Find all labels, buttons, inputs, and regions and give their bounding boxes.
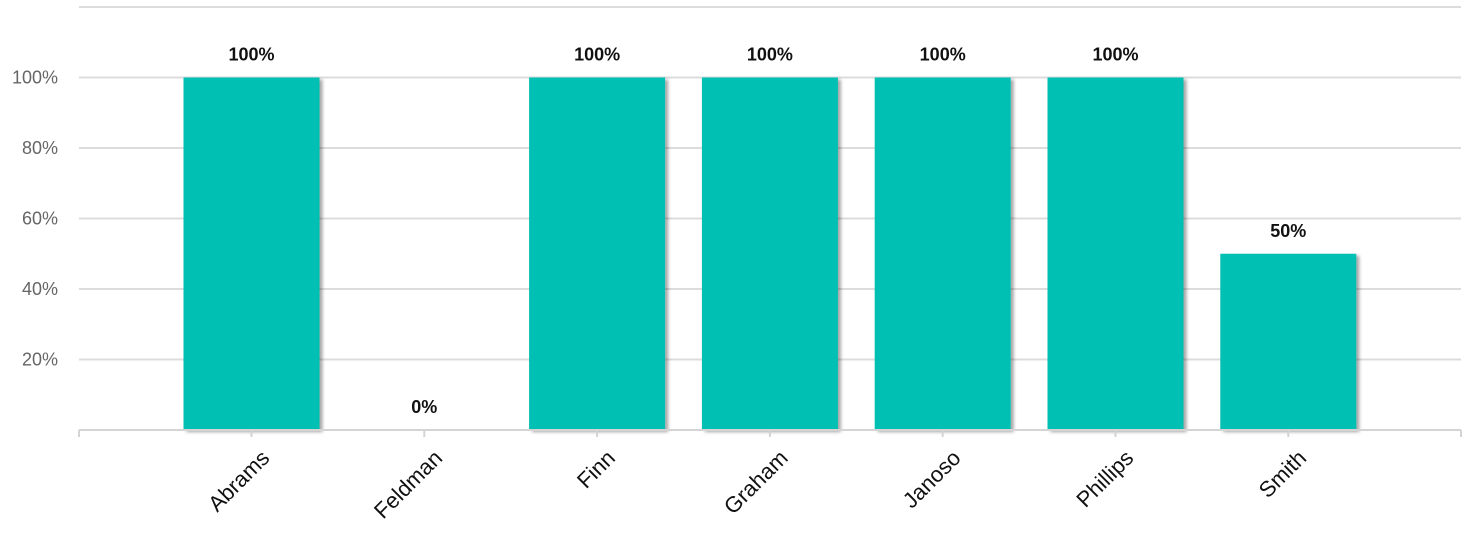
bar[interactable] [701, 77, 838, 431]
data-label: 100% [574, 45, 620, 65]
x-tick-label: Janoso [898, 445, 966, 513]
data-label: 100% [228, 45, 274, 65]
data-label: 50% [1270, 221, 1306, 241]
bar[interactable] [1047, 77, 1184, 431]
data-labels: 100% 0% 100% 100% 100% 100% 50% [228, 45, 1306, 418]
x-tick-label: Finn [572, 445, 620, 493]
data-label: 100% [747, 45, 793, 65]
x-tick-label: Phillips [1071, 445, 1138, 512]
bar[interactable] [1220, 253, 1357, 430]
x-tick-label: Abrams [203, 445, 274, 516]
data-label: 100% [920, 45, 966, 65]
x-tick-label: Feldman [369, 445, 447, 523]
data-label: 0% [411, 397, 437, 417]
y-tick-label: 100% [12, 68, 58, 88]
y-tick-label: 60% [22, 209, 58, 229]
bar[interactable] [529, 77, 666, 431]
y-tick-label: 20% [22, 350, 58, 370]
bar[interactable] [874, 77, 1011, 431]
y-tick-label: 80% [22, 138, 58, 158]
x-tick-label: Graham [719, 445, 793, 519]
y-tick-label: 40% [22, 279, 58, 299]
x-tick-label: Smith [1254, 445, 1311, 502]
bar[interactable] [183, 77, 320, 431]
bars [183, 77, 1357, 431]
data-label: 100% [1092, 45, 1138, 65]
